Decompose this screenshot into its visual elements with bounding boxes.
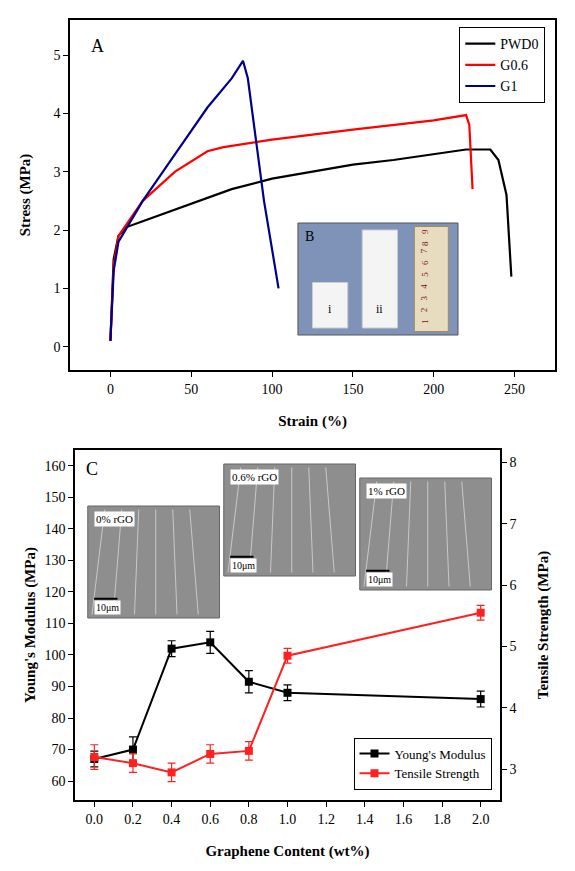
svg-text:10μm: 10μm [96,602,119,613]
svg-text:Graphene Content (wt%): Graphene Content (wt%) [205,843,369,860]
svg-text:250: 250 [504,382,525,397]
svg-text:5: 5 [53,48,60,63]
svg-text:80: 80 [51,711,65,726]
svg-text:1.2: 1.2 [317,812,335,827]
svg-text:0: 0 [53,340,60,355]
svg-text:0.8: 0.8 [240,812,257,827]
svg-text:Young's Modulus (MPa): Young's Modulus (MPa) [22,547,39,703]
svg-text:1.4: 1.4 [356,812,374,827]
svg-text:5: 5 [420,272,430,277]
svg-text:50: 50 [184,382,198,397]
svg-text:2.0: 2.0 [472,812,490,827]
svg-text:4: 4 [419,284,429,289]
svg-text:0.6: 0.6 [201,812,219,827]
svg-text:60: 60 [51,774,65,789]
svg-text:0.2: 0.2 [124,812,142,827]
svg-text:5: 5 [510,639,517,654]
svg-text:1.6: 1.6 [395,812,413,827]
svg-text:10μm: 10μm [232,560,255,571]
svg-text:130: 130 [44,553,65,568]
svg-text:10μm: 10μm [368,574,391,585]
svg-text:C: C [86,459,98,479]
svg-text:1.8: 1.8 [433,812,451,827]
svg-text:140: 140 [44,522,65,537]
svg-text:0.4: 0.4 [163,812,181,827]
svg-text:B: B [305,229,314,244]
svg-text:A: A [91,36,104,56]
svg-text:0.0: 0.0 [86,812,104,827]
svg-text:6: 6 [420,260,430,265]
svg-text:2: 2 [419,308,429,313]
svg-text:ii: ii [376,302,383,316]
svg-text:6: 6 [510,578,517,593]
svg-text:4: 4 [53,106,60,121]
svg-text:G0.6: G0.6 [500,58,528,73]
svg-text:7: 7 [510,517,517,532]
svg-text:4: 4 [510,701,517,716]
svg-text:3: 3 [53,165,60,180]
svg-text:120: 120 [44,585,65,600]
svg-text:1% rGO: 1% rGO [368,485,405,497]
svg-text:1.0: 1.0 [279,812,297,827]
svg-text:160: 160 [44,459,65,474]
svg-text:8: 8 [510,455,517,470]
svg-text:PWD0: PWD0 [500,37,538,52]
svg-text:8: 8 [420,241,430,246]
svg-text:3: 3 [419,295,429,300]
svg-text:G1: G1 [500,79,517,94]
svg-text:7: 7 [419,248,429,253]
svg-text:100: 100 [262,382,283,397]
svg-text:70: 70 [51,742,65,757]
svg-text:90: 90 [51,679,65,694]
svg-text:Stress (MPa): Stress (MPa) [17,154,34,237]
svg-text:200: 200 [423,382,444,397]
svg-text:110: 110 [45,616,65,631]
svg-text:Strain (%): Strain (%) [278,413,347,430]
svg-text:100: 100 [44,648,65,663]
svg-text:Tensile Strength: Tensile Strength [395,766,480,781]
svg-text:1: 1 [420,320,430,325]
svg-text:150: 150 [44,490,65,505]
svg-text:150: 150 [342,382,363,397]
svg-text:0% rGO: 0% rGO [96,513,133,525]
svg-text:Young's Modulus: Young's Modulus [395,747,486,762]
svg-text:9: 9 [420,229,430,234]
svg-text:0.6% rGO: 0.6% rGO [232,471,277,483]
svg-text:3: 3 [510,762,517,777]
svg-text:1: 1 [53,281,60,296]
svg-text:Tensile Strength (MPa): Tensile Strength (MPa) [535,551,552,699]
svg-text:2: 2 [53,223,60,238]
svg-text:0: 0 [107,382,114,397]
svg-text:i: i [328,302,332,316]
